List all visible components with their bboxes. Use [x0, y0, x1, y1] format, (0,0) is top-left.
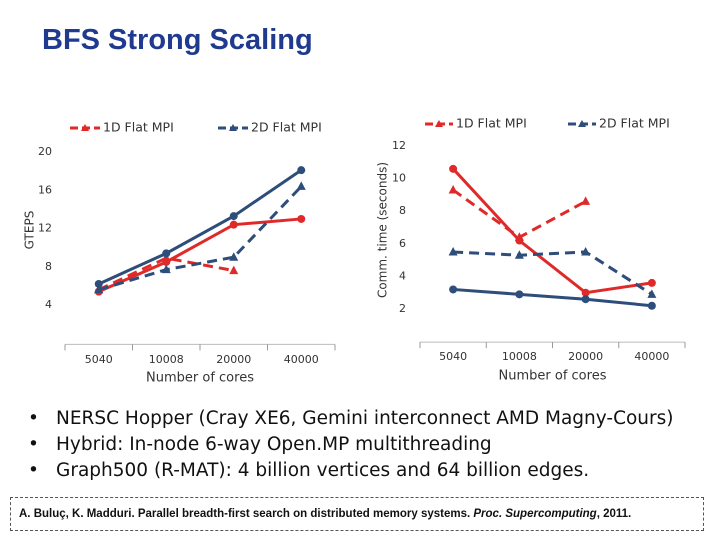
data-point [162, 249, 171, 258]
y-axis-title: Comm. time (seconds) [376, 162, 390, 298]
data-point [647, 278, 656, 287]
cite-authors: A. Buluç, K. Madduri. [19, 508, 135, 520]
legend-marker [435, 120, 443, 127]
data-point [448, 185, 458, 194]
series-line [98, 168, 303, 286]
series-line [98, 185, 303, 292]
data-point [161, 253, 171, 262]
series-line [98, 256, 235, 292]
data-point [94, 284, 104, 294]
y-tick-label: 6 [399, 237, 406, 250]
data-point [647, 289, 657, 298]
y-tick-label: 8 [45, 260, 52, 273]
cite-paper: Parallel breadth-first search on distrib… [137, 508, 471, 520]
x-axis-title: Number of cores [499, 369, 607, 384]
legend-marker [81, 124, 89, 131]
bullet: Hybrid: In-node 6-way Open.MP multithrea… [28, 432, 674, 458]
y-tick-label: 8 [399, 204, 406, 217]
data-point [448, 246, 458, 256]
legend-label: 2D Flat MPI [599, 116, 670, 131]
data-point [581, 295, 590, 304]
legend-marker [229, 124, 237, 131]
data-point [581, 288, 590, 297]
series-line [453, 287, 653, 308]
series-line [453, 250, 653, 296]
x-tick-label: 5040 [439, 350, 467, 363]
y-tick-label: 12 [392, 139, 406, 152]
y-tick-label: 12 [38, 222, 52, 235]
x-tick-label: 40000 [284, 353, 319, 366]
data-point [296, 181, 306, 190]
slide-title: BFS Strong Scaling [42, 24, 313, 56]
bullet: NERSC Hopper (Cray XE6, Gemini interconn… [28, 406, 674, 432]
data-point [229, 212, 238, 221]
y-tick-label: 2 [399, 302, 406, 315]
y-tick-label: 16 [38, 183, 52, 196]
x-axis-title: Number of cores [146, 371, 254, 386]
x-tick-label: 5040 [85, 353, 113, 366]
data-point [449, 164, 458, 173]
data-point [647, 301, 656, 310]
data-point [581, 196, 591, 205]
x-tick-label: 20000 [568, 350, 603, 363]
y-tick-label: 20 [38, 145, 52, 158]
data-point [229, 265, 239, 275]
legend-label: 1D Flat MPI [103, 120, 174, 135]
x-tick-label: 10008 [502, 350, 537, 363]
x-tick-label: 10008 [149, 353, 184, 366]
cite-venue: Proc. Supercomputing [473, 508, 597, 520]
data-point [161, 264, 171, 274]
data-point [229, 220, 238, 229]
data-point [229, 252, 239, 261]
x-tick-label: 20000 [216, 353, 251, 366]
series-line [98, 217, 302, 293]
data-point [581, 246, 591, 256]
data-point [514, 250, 524, 259]
bullet-list: NERSC Hopper (Cray XE6, Gemini interconn… [28, 406, 674, 484]
bullet: Graph500 (R-MAT): 4 billion vertices and… [28, 458, 674, 484]
legend-marker [578, 120, 586, 127]
legend-label: 2D Flat MPI [251, 120, 322, 135]
cite-year: , 2011. [596, 508, 632, 520]
y-tick-label: 4 [399, 269, 406, 282]
data-point [297, 214, 306, 223]
citation: A. Buluç, K. Madduri. Parallel breadth-f… [10, 497, 704, 531]
x-tick-label: 40000 [634, 350, 669, 363]
charts: 4 8 12 16 20 5040 10008 20000 40000 Number of cor… [23, 116, 686, 386]
data-point [449, 285, 458, 294]
y-tick-label: 10 [392, 172, 406, 185]
data-point [514, 232, 524, 241]
data-point [297, 166, 306, 175]
legend-label: 1D Flat MPI [456, 116, 527, 131]
y-axis-title: GTEPS [23, 211, 37, 250]
data-point [94, 279, 103, 288]
y-tick-label: 4 [45, 298, 52, 311]
series-line [452, 167, 653, 295]
series-line [452, 188, 587, 240]
data-point [515, 290, 524, 299]
